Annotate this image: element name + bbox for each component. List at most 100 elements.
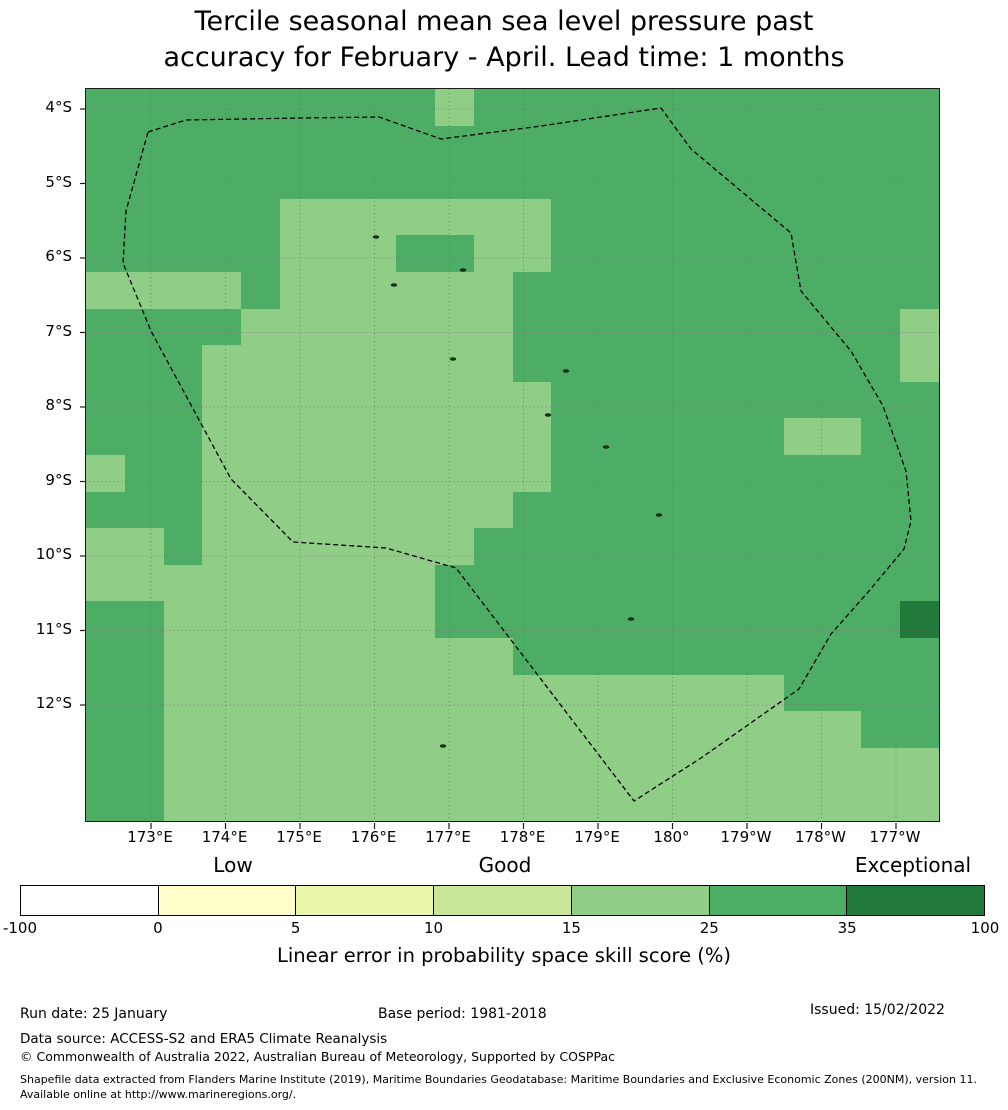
heatmap-cell: [551, 125, 591, 163]
heatmap-cell: [706, 308, 746, 346]
x-tick-label: 177°W: [869, 828, 921, 846]
title-line-1: Tercile seasonal mean sea level pressure…: [194, 6, 814, 37]
heatmap-cell: [706, 125, 746, 163]
x-tick-label: 178°W: [795, 828, 846, 846]
colorbar-segment: [570, 886, 709, 915]
heatmap-cell: [279, 235, 319, 272]
colorbar-tick-label: 10: [424, 919, 444, 937]
heatmap-cell: [241, 198, 280, 236]
y-tick-label: 12°S: [35, 694, 72, 712]
heatmap-cell: [783, 711, 823, 748]
heatmap-cell: [783, 308, 823, 346]
heatmap-cell: [163, 564, 203, 602]
heatmap-cell: [86, 89, 125, 126]
heatmap-cell: [900, 454, 939, 492]
colorbar-category-label-low: Low: [213, 853, 253, 877]
heatmap-cell: [861, 491, 901, 529]
heatmap-cell: [590, 345, 629, 382]
heatmap-cell: [551, 454, 591, 492]
heatmap-cell: [822, 198, 862, 236]
heatmap-cell: [861, 564, 901, 602]
heatmap-cell: [900, 528, 939, 565]
heatmap-cell: [124, 235, 164, 272]
heatmap-cell: [279, 454, 319, 492]
heatmap-cell: [667, 162, 707, 199]
heatmap-cell: [86, 125, 125, 163]
heatmap-cell: [396, 271, 435, 309]
heatmap-cell: [279, 784, 319, 821]
heatmap-cell: [512, 271, 552, 309]
heatmap-cell: [202, 528, 242, 565]
map-panel: [80, 88, 941, 829]
heatmap-cell: [396, 89, 435, 126]
heatmap-cell: [124, 162, 164, 199]
heatmap-cell: [434, 271, 474, 309]
heatmap-cell: [900, 637, 939, 675]
heatmap-cell: [512, 711, 552, 748]
heatmap-cell: [202, 271, 242, 309]
heatmap-cell: [473, 235, 513, 272]
heatmap-cell: [861, 308, 901, 346]
heatmap-cell: [124, 491, 164, 529]
heatmap-cell: [318, 235, 358, 272]
heatmap-cell: [822, 637, 862, 675]
heatmap-cell: [667, 271, 707, 309]
heatmap-cell: [318, 345, 358, 382]
heatmap-cell: [86, 528, 125, 565]
heatmap-cell: [396, 711, 435, 748]
heatmap-cell: [512, 235, 552, 272]
heatmap-cell: [745, 308, 784, 346]
colorbar-segment: [846, 886, 985, 915]
x-axis-tick-labels: 173°E 174°E 175°E 176°E 177°E 178°E 179°E 180° 1…: [85, 828, 940, 852]
heatmap-cell: [512, 198, 552, 236]
heatmap-cell: [783, 747, 823, 785]
heatmap-cell: [551, 381, 591, 419]
heatmap-cell: [628, 198, 668, 236]
heatmap-cell: [590, 381, 629, 419]
heatmap-cell: [163, 235, 203, 272]
heatmap-cell: [473, 637, 513, 675]
heatmap-cell: [745, 198, 784, 236]
heatmap-cell: [163, 711, 203, 748]
heatmap-cell: [434, 601, 474, 638]
island-mark: [655, 513, 663, 517]
heatmap-cell: [241, 784, 280, 821]
heatmap-cell: [861, 89, 901, 126]
heatmap-cell: [396, 345, 435, 382]
heatmap-cell: [318, 491, 358, 529]
heatmap-cell: [590, 491, 629, 529]
heatmap-cell: [667, 308, 707, 346]
heatmap-cell: [396, 308, 435, 346]
heatmap-cell: [163, 637, 203, 675]
heatmap-cell: [86, 601, 125, 638]
heatmap-cell: [551, 564, 591, 602]
heatmap-cell: [318, 308, 358, 346]
heatmap-cell: [706, 381, 746, 419]
heatmap-cell: [512, 418, 552, 455]
heatmap-cell: [241, 162, 280, 199]
heatmap-cell: [357, 198, 397, 236]
colorbar-tick-label: 100: [970, 919, 1000, 937]
island-mark: [602, 445, 610, 449]
heatmap-cell: [473, 784, 513, 821]
heatmap-cell: [512, 162, 552, 199]
heatmap-cell: [86, 271, 125, 309]
heatmap-cell: [124, 747, 164, 785]
heatmap-cell: [900, 198, 939, 236]
heatmap-cell: [706, 601, 746, 638]
heatmap-cell: [124, 601, 164, 638]
colorbar-tick-label: -100: [2, 919, 38, 937]
heatmap-cell: [822, 601, 862, 638]
heatmap-cell: [900, 308, 939, 346]
heatmap-cell: [551, 198, 591, 236]
y-tick-label: 4°S: [45, 98, 72, 116]
heatmap-cell: [124, 271, 164, 309]
heatmap-cell: [628, 308, 668, 346]
heatmap-cell: [551, 162, 591, 199]
heatmap-cell: [667, 747, 707, 785]
heatmap-cell: [241, 271, 280, 309]
heatmap-cell: [357, 454, 397, 492]
heatmap-cell: [628, 674, 668, 712]
heatmap-cell: [124, 784, 164, 821]
y-tick-label: 8°S: [45, 396, 72, 414]
